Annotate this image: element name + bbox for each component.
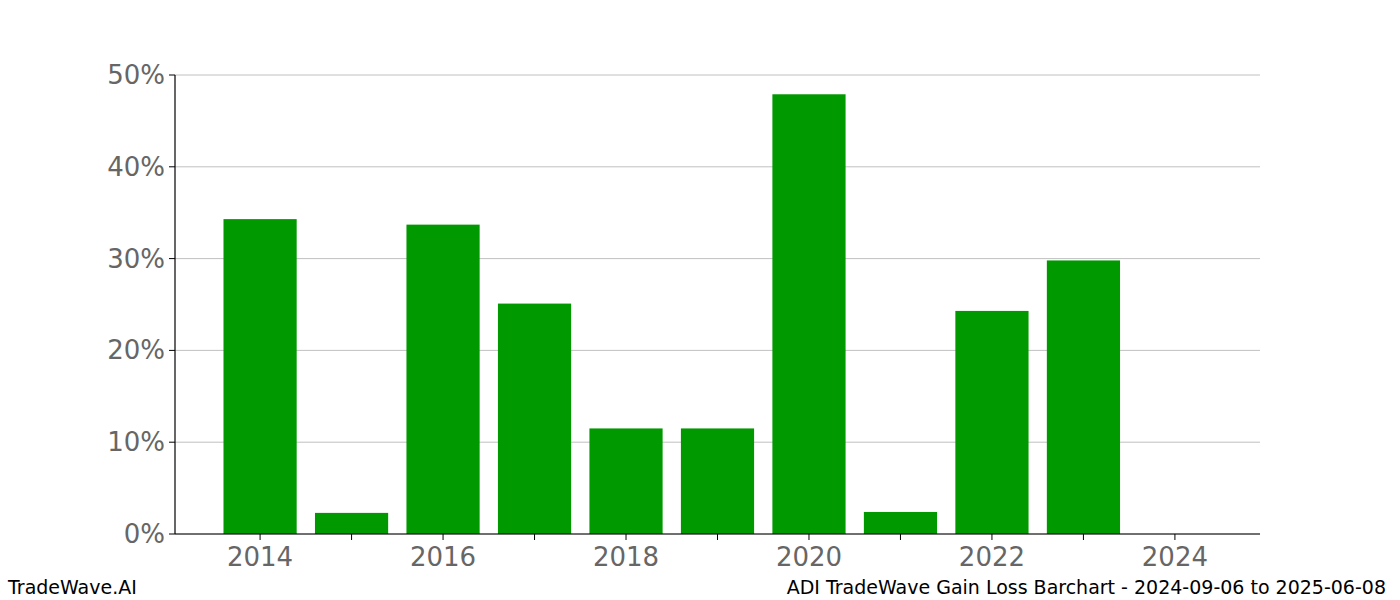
y-tick-label: 50% [107, 60, 165, 90]
bar [955, 311, 1028, 534]
grid [175, 75, 1260, 534]
y-tick [169, 258, 175, 259]
x-tick [351, 534, 352, 540]
bar [772, 94, 845, 534]
y-tick [169, 534, 175, 535]
bar [681, 428, 754, 534]
x-tick [260, 534, 261, 540]
bar [406, 225, 479, 534]
x-tick-label: 2020 [776, 542, 842, 572]
annotation: TradeWave.AI [7, 576, 137, 598]
x-tick [626, 534, 627, 540]
grid-line [175, 75, 1260, 76]
y-tick [169, 166, 175, 167]
y-tick-label: 0% [124, 519, 165, 549]
axes: 0% 10% 20% 30% 40% 50% 2014 2016 2018 2020 2022 202… [107, 60, 1260, 572]
x-tick [443, 534, 444, 540]
y-tick [169, 442, 175, 443]
y-axis-line [174, 75, 175, 534]
bar [315, 513, 388, 534]
x-tick [717, 534, 718, 540]
bar [223, 219, 296, 534]
x-tick [1174, 534, 1175, 540]
y-tick-label: 20% [107, 335, 165, 365]
grid-line [175, 258, 1260, 259]
x-tick-label: 2022 [959, 542, 1025, 572]
x-tick [1083, 534, 1084, 540]
bar [589, 428, 662, 534]
grid-line [175, 166, 1260, 167]
title: ADI TradeWave Gain Loss Barchart - 2024-… [787, 576, 1386, 598]
y-tick [169, 350, 175, 351]
x-tick [991, 534, 992, 540]
x-tick-label: 2018 [593, 542, 659, 572]
chart: 0% 10% 20% 30% 40% 50% 2014 2016 2018 2020 2022 202… [0, 0, 1400, 600]
x-tick [808, 534, 809, 540]
bar [498, 304, 571, 534]
x-tick-label: 2014 [227, 542, 293, 572]
y-tick-label: 10% [107, 427, 165, 457]
x-tick [534, 534, 535, 540]
y-tick-label: 30% [107, 244, 165, 274]
bar [864, 512, 937, 534]
y-tick-label: 40% [107, 152, 165, 182]
x-tick-label: 2024 [1142, 542, 1208, 572]
x-tick-label: 2016 [410, 542, 476, 572]
y-tick [169, 75, 175, 76]
bar [1047, 260, 1120, 534]
x-tick [900, 534, 901, 540]
bars [223, 94, 1120, 534]
